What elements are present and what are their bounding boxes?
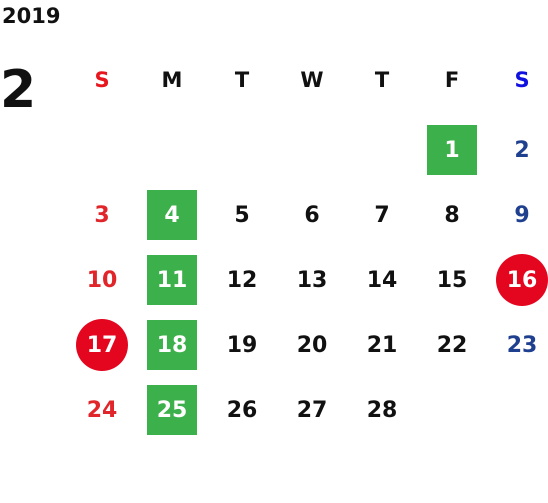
year: 2019 [2,4,61,28]
day[interactable]: 5 [234,202,250,228]
weekday-header: M [161,68,183,92]
weekday-header: S [514,68,530,92]
day[interactable]: 12 [226,267,258,293]
day[interactable]: 3 [94,202,110,228]
day[interactable]: 20 [296,332,328,358]
day[interactable]: 13 [296,267,328,293]
day[interactable]: 15 [436,267,468,293]
day[interactable]: 16 [496,254,548,306]
day[interactable]: 19 [226,332,258,358]
day[interactable]: 6 [304,202,320,228]
day[interactable]: 18 [147,320,197,370]
month: 2 [0,60,37,120]
day[interactable]: 7 [374,202,390,228]
day[interactable]: 4 [147,190,197,240]
day[interactable]: 2 [514,137,530,163]
day[interactable]: 11 [147,255,197,305]
day[interactable]: 26 [226,397,258,423]
weekday-header: T [234,68,250,92]
day[interactable]: 25 [147,385,197,435]
day[interactable]: 17 [76,319,128,371]
weekday-header: S [94,68,110,92]
day[interactable]: 14 [366,267,398,293]
weekday-header: T [374,68,390,92]
day[interactable]: 23 [506,332,538,358]
day[interactable]: 22 [436,332,468,358]
day[interactable]: 27 [296,397,328,423]
weekday-header: F [444,68,460,92]
day[interactable]: 9 [514,202,530,228]
day[interactable]: 1 [427,125,477,175]
day[interactable]: 8 [444,202,460,228]
weekday-header: W [300,68,324,92]
day[interactable]: 10 [86,267,118,293]
day[interactable]: 28 [366,397,398,423]
day[interactable]: 21 [366,332,398,358]
day[interactable]: 24 [86,397,118,423]
